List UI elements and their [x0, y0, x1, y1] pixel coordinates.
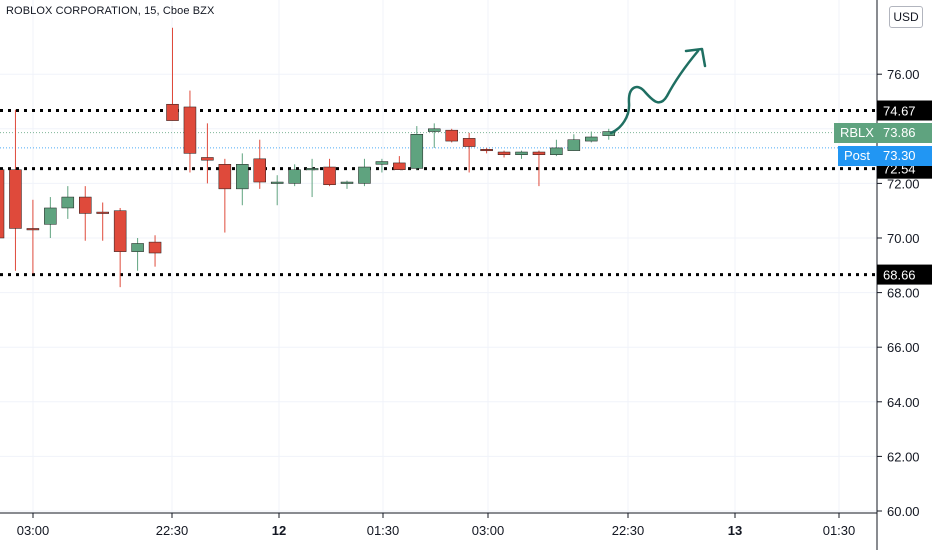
- candle-body: [497, 151, 511, 155]
- price-label-name-post: Post: [838, 146, 877, 166]
- candle-body: [218, 164, 232, 190]
- candle-body: [462, 138, 476, 147]
- y-tick-label: 66.00: [887, 340, 920, 355]
- x-tick-label: 01:30: [823, 523, 856, 538]
- candle-body: [270, 181, 284, 184]
- candle-body: [44, 207, 57, 225]
- candle-body: [166, 103, 179, 121]
- candle-body: [323, 166, 336, 186]
- candle-body: [585, 136, 598, 142]
- x-tick-label: 01:30: [367, 523, 400, 538]
- candle-body: [515, 151, 528, 155]
- x-tick-label: 22:30: [612, 523, 645, 538]
- candle-body: [148, 241, 162, 254]
- support-resistance-levels: [0, 109, 877, 277]
- candle-body: [79, 196, 92, 214]
- candle-body: [61, 196, 75, 209]
- candle-body: [410, 134, 424, 169]
- y-tick-label: 62.00: [887, 449, 920, 464]
- candle-body: [393, 162, 406, 171]
- x-tick-label: 12: [272, 523, 286, 538]
- candle-body: [358, 166, 371, 184]
- level-label-text: 74.67: [883, 104, 916, 119]
- candle-body: [253, 158, 266, 183]
- candle-body: [131, 243, 144, 252]
- candle-body: [0, 169, 5, 239]
- candle-body: [305, 168, 319, 171]
- candlestick-series: [0, 27, 615, 288]
- arrow-head: [684, 47, 707, 68]
- y-tick-label: 72.00: [887, 176, 920, 191]
- candle-body: [340, 181, 354, 184]
- candle-body: [567, 139, 581, 151]
- candle-body: [428, 128, 441, 132]
- candle-body: [9, 169, 22, 229]
- x-tick-label: 13: [728, 523, 742, 538]
- candle-body: [183, 106, 197, 154]
- candle-body: [201, 157, 214, 161]
- price-label-value-post: 73.30: [877, 146, 932, 166]
- candle-body: [532, 151, 546, 155]
- y-tick-label: 68.00: [887, 286, 920, 301]
- level-label-box: [877, 264, 932, 285]
- y-tick-label: 70.00: [887, 231, 920, 246]
- candle-body: [113, 210, 127, 252]
- price-label-name-rblx: RBLX: [834, 123, 877, 143]
- y-tick-label: 64.00: [887, 395, 920, 410]
- candle-body: [236, 164, 249, 190]
- candle-body: [288, 169, 301, 184]
- candle-body: [602, 131, 615, 136]
- y-tick-label: 76.00: [887, 67, 920, 82]
- price-label-value-rblx: 73.86: [877, 123, 932, 143]
- x-tick-label: 22:30: [156, 523, 189, 538]
- y-tick-label: 60.00: [887, 504, 920, 519]
- candle-body: [26, 228, 40, 231]
- candle-body: [480, 149, 493, 152]
- candle-body: [375, 161, 389, 165]
- candle-body: [96, 211, 109, 214]
- x-tick-label: 03:00: [472, 523, 505, 538]
- candle-body: [550, 147, 563, 155]
- x-tick-label: 03:00: [17, 523, 50, 538]
- symbol-title: ROBLOX CORPORATION, 15, Cboe BZX: [6, 5, 215, 17]
- currency-button[interactable]: USD: [889, 6, 923, 28]
- candle-body: [445, 129, 458, 142]
- level-label-box: [877, 100, 932, 121]
- hand-drawn-arrow: [609, 49, 700, 135]
- level-label-text: 68.66: [883, 268, 916, 283]
- grid: [0, 0, 877, 513]
